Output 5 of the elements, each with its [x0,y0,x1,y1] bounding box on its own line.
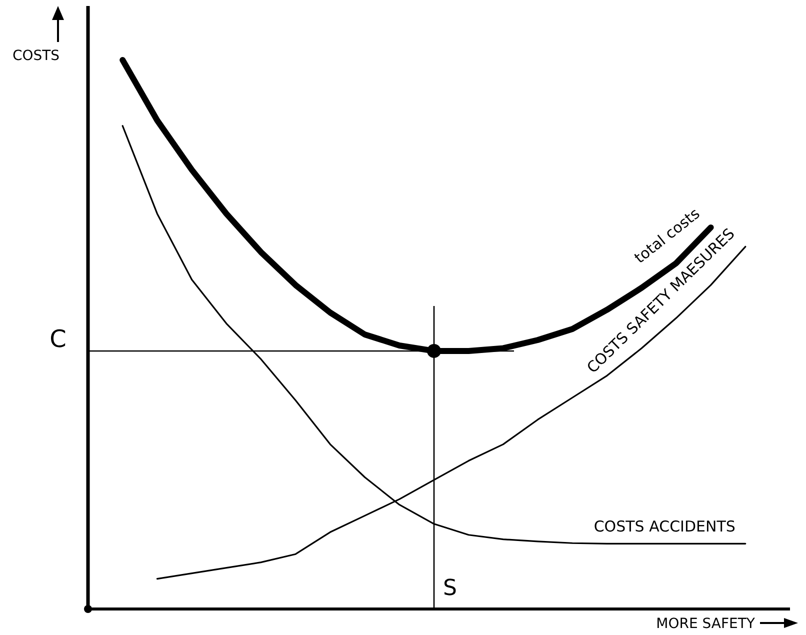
series-label: COSTS ACCIDENTS [594,518,736,536]
annotation: S [443,576,457,601]
x-axis-title: MORE SAFETY [656,616,756,632]
text: C [50,324,66,353]
y-axis-title: COSTS [12,48,60,64]
